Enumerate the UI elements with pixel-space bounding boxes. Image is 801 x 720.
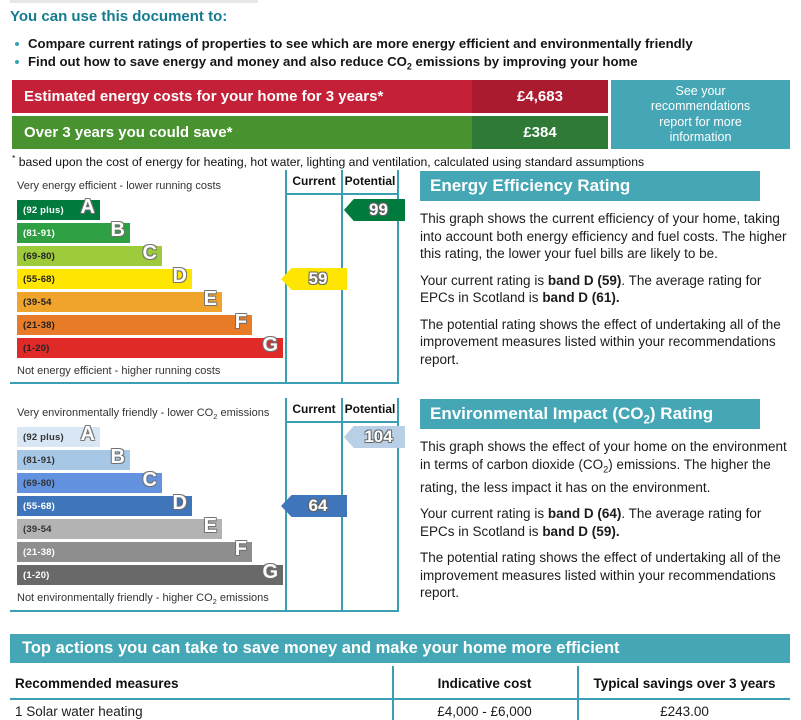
band-letter: C [142,242,157,264]
band-letter: G [262,561,278,583]
rating-band-D: (55-68) D [17,265,192,289]
action-row-savings: £243.00 [660,704,709,719]
savings-label: Over 3 years you could save* [12,116,472,149]
band-range-label: (21-38) [23,547,56,558]
action-row-measure: 1 Solar water heating [15,704,143,719]
chart-header-underline [285,193,399,195]
rating-band-A: (92 plus) A [17,196,100,220]
chart-bottom-label: Not energy efficient - higher running co… [17,365,221,377]
potential-rating-arrow: 99 [344,199,405,221]
estimated-costs-value: £4,683 [472,80,608,113]
environmental-paragraph-1: This graph shows the effect of your home… [420,439,787,495]
chart-border-line [397,398,399,612]
actions-column-line [392,666,394,720]
energy-paragraph-1: This graph shows the current efficiency … [420,211,787,261]
band-letter: A [80,423,95,445]
potential-column-header: Potential [344,174,396,188]
rating-band-E: (39-54 E [17,515,222,539]
recommendations-note: See your recommendations report for more… [611,80,790,149]
environmental-rating-panel-title: Environmental Impact (CO2) Rating [420,399,760,429]
chart-bottom-border [10,382,399,384]
rating-band-A: (92 plus) A [17,423,100,447]
environmental-rating-panel: Environmental Impact (CO2) Rating This g… [420,399,792,602]
actions-col-measures: Recommended measures [15,676,179,691]
band-letter: B [110,219,125,241]
chart-bottom-border [10,610,399,612]
band-letter: D [172,265,187,287]
band-letter: F [234,311,247,333]
cost-footnote: * based upon the cost of energy for heat… [12,153,645,170]
actions-column-line [577,666,579,720]
band-range-label: (21-38) [23,320,56,331]
environmental-paragraph-2: Your current rating is band D (64). The … [420,506,762,539]
band-range-label: (1-20) [23,343,50,354]
band-range-label: (81-91) [23,228,56,239]
energy-rating-panel-title: Energy Efficiency Rating [420,171,760,201]
band-range-label: (39-54 [23,297,52,308]
band-letter: D [172,492,187,514]
band-range-label: (81-91) [23,455,56,466]
band-range-label: (92 plus) [23,205,64,216]
rating-band-C: (69-80) C [17,242,162,266]
band-range-label: (69-80) [23,251,56,262]
band-letter: E [203,515,217,537]
top-actions-header: Top actions you can take to save money a… [10,634,790,663]
band-range-label: (55-68) [23,501,56,512]
environmental-paragraph-3: The potential rating shows the effect of… [420,550,781,601]
energy-paragraph-2: Your current rating is band D (59). The … [420,272,762,306]
band-range-label: (39-54 [23,524,52,535]
current-rating-arrow: 59 [281,268,347,290]
band-letter: C [142,469,157,491]
current-column-header: Current [292,174,336,188]
chart-top-label: Very environmentally friendly - lower CO… [17,407,270,422]
intro-heading: You can use this document to: [10,8,228,25]
environmental-impact-chart: Current Potential Very environmentally f… [10,398,405,615]
rating-band-G: (1-20) G [17,561,283,585]
current-column-header: Current [292,402,336,416]
potential-column-header: Potential [344,402,396,416]
band-range-label: (69-80) [23,478,56,489]
band-range-label: (92 plus) [23,432,64,443]
rating-band-B: (81-91) B [17,219,130,243]
rating-band-F: (21-38) F [17,311,252,335]
band-range-label: (55-68) [23,274,56,285]
actions-header-underline [10,698,790,700]
chart-border-line [397,170,399,384]
bullet-text: Compare current ratings of properties to… [28,36,693,51]
actions-col-savings: Typical savings over 3 years [593,676,776,691]
rating-band-D: (55-68) D [17,492,192,516]
rating-band-C: (69-80) C [17,469,162,493]
chart-top-label: Very energy efficient - lower running co… [17,180,222,192]
cropped-text-remnant [10,0,258,3]
intro-bullet-1: Compare current ratings of properties to… [12,36,792,51]
energy-efficiency-chart: Current Potential Very energy efficient … [10,170,405,387]
savings-value: £384 [472,116,608,149]
bullet-text: Find out how to save energy and money an… [28,54,638,72]
current-rating-arrow: 64 [281,495,347,517]
energy-rating-panel: Energy Efficiency Rating This graph show… [420,171,792,368]
chart-header-underline [285,421,399,423]
rating-band-G: (1-20) G [17,334,283,358]
bullet-dot-icon [15,60,19,64]
rating-band-E: (39-54 E [17,288,222,312]
potential-rating-arrow: 104 [344,426,405,448]
band-letter: A [80,196,95,218]
estimated-costs-label: Estimated energy costs for your home for… [12,80,472,113]
band-letter: F [234,538,247,560]
bullet-dot-icon [15,42,19,46]
band-letter: G [262,334,278,356]
intro-bullet-2: Find out how to save energy and money an… [12,54,792,72]
rating-band-B: (81-91) B [17,446,130,470]
band-letter: E [203,288,217,310]
chart-bottom-label: Not environmentally friendly - higher CO… [17,592,269,607]
band-letter: B [110,446,125,468]
actions-col-cost: Indicative cost [437,676,532,691]
action-row-cost: £4,000 - £6,000 [437,704,532,719]
rating-band-F: (21-38) F [17,538,252,562]
energy-paragraph-3: The potential rating shows the effect of… [420,316,781,367]
band-range-label: (1-20) [23,570,50,581]
